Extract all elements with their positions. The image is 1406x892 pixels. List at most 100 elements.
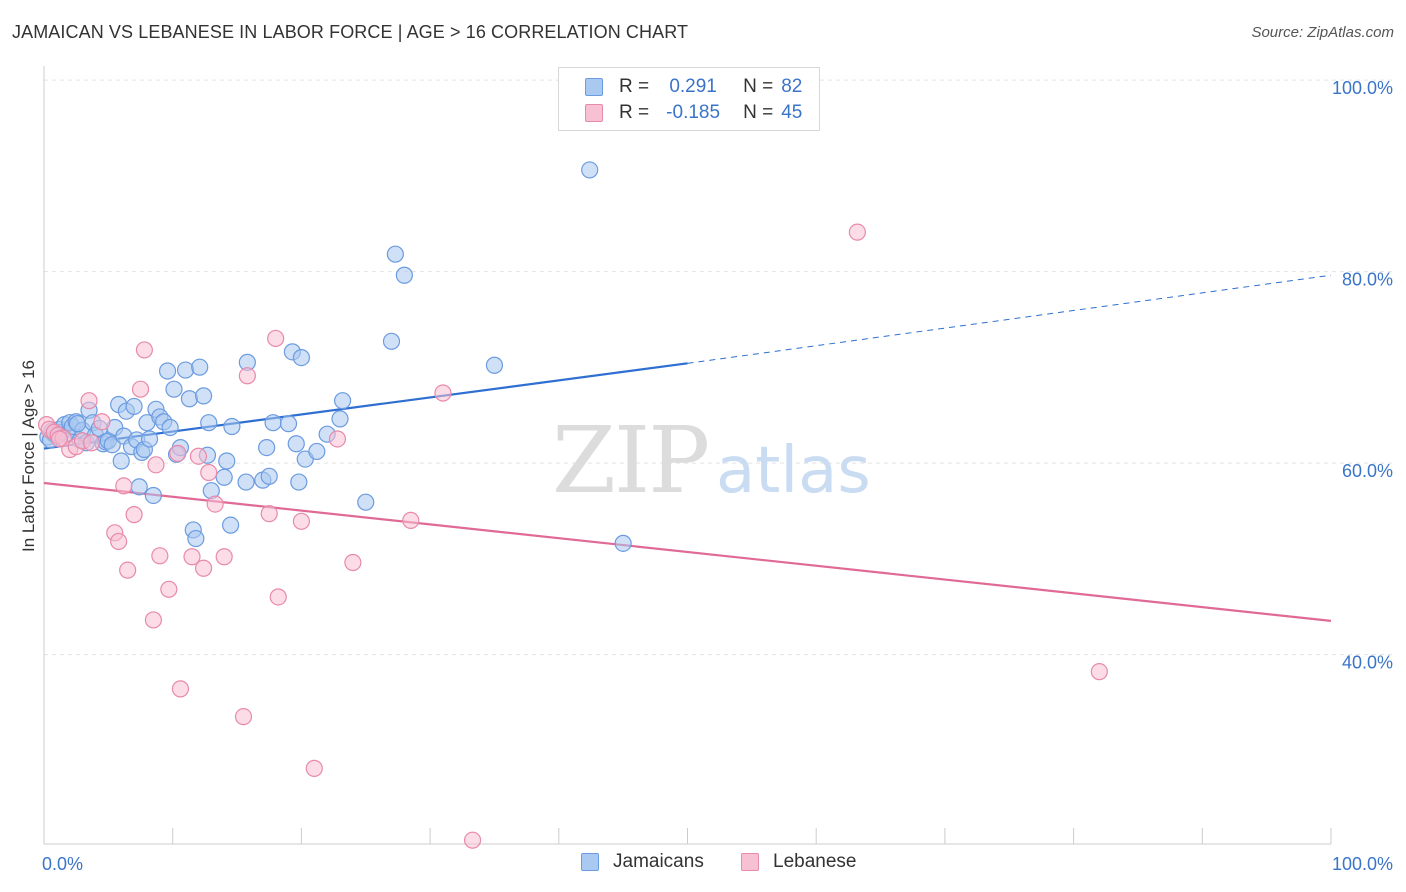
lebanese-point (189, 447, 208, 465)
jamaicans-point (215, 468, 233, 486)
tick-labels: 40.0% 60.0% 80.0% 100.0% 0.0% 100.0% (42, 78, 1393, 874)
jamaicans-point (279, 415, 298, 433)
jamaicans-point (260, 467, 278, 485)
jamaicans-point (68, 415, 87, 433)
lebanese-point (267, 329, 285, 348)
jamaicans-point (191, 358, 209, 376)
jamaicans-point (103, 436, 121, 454)
r-label: R = (619, 102, 650, 123)
x-tick-label: 100.0% (1332, 854, 1393, 874)
legend-item-jamaicans[interactable]: Jamaicans (581, 851, 704, 873)
lebanese-point (169, 444, 187, 462)
lebanese-point (206, 495, 224, 513)
lebanese-swatch (741, 853, 759, 871)
jamaicans-point (290, 473, 308, 491)
n-value: 45 (781, 102, 803, 123)
jamaicans-point (223, 417, 241, 436)
lebanese-point (80, 392, 98, 410)
lebanese-point (269, 588, 287, 606)
lebanese-point (144, 611, 162, 629)
lebanese-point (151, 547, 169, 565)
lebanese-swatch (585, 104, 603, 122)
lebanese-point (125, 506, 143, 524)
r-value: 0.291 (669, 76, 717, 97)
x-tick-label: 0.0% (42, 854, 83, 874)
lebanese-point (93, 413, 111, 431)
jamaicans-point (264, 414, 282, 432)
jamaicans-point (287, 435, 305, 453)
jamaicans-point (614, 534, 632, 552)
jamaicans-swatch (581, 853, 599, 871)
y-tick-label: 40.0% (1342, 653, 1393, 673)
lebanese-point (119, 561, 137, 579)
jamaicans-point (194, 387, 213, 405)
y-axis-label: In Labor Force | Age > 16 (19, 360, 38, 552)
lebanese-point (147, 456, 165, 474)
stats-legend: R = 0.291 N = 82 R = -0.185 N = 45 (558, 67, 820, 131)
jamaicans-point (357, 493, 375, 511)
lebanese-point (402, 511, 420, 529)
jamaicans-point (161, 418, 179, 437)
watermark-atlas: atlas (716, 434, 871, 508)
lebanese-point (848, 223, 866, 241)
lebanese-point (83, 434, 101, 452)
lebanese-point (305, 759, 323, 777)
y-tick-label: 80.0% (1342, 270, 1393, 290)
lebanese-point (171, 680, 190, 698)
jamaicans-point (581, 161, 599, 179)
jamaicans-point (237, 473, 255, 491)
lebanese-point (215, 548, 233, 566)
jamaicans-point (200, 414, 218, 432)
n-value: 82 (781, 76, 803, 97)
series-legend: Jamaicans Lebanese (0, 851, 1406, 877)
lebanese-point (135, 341, 153, 359)
stats-row-lebanese: R = -0.185 N = 45 (585, 101, 802, 125)
jamaicans-point (125, 397, 143, 416)
lebanese-point (50, 430, 69, 448)
jamaicans-point (395, 266, 413, 284)
lebanese-trend-line (43, 481, 1332, 622)
lebanese-point (200, 463, 218, 482)
jamaicans-point (258, 438, 276, 457)
stats-row-jamaicans: R = 0.291 N = 82 (585, 75, 802, 99)
jamaicans-point (218, 452, 236, 470)
lebanese-point (115, 477, 133, 495)
lebanese-point (183, 548, 201, 566)
lebanese-point (238, 367, 256, 385)
lebanese-point (131, 380, 150, 398)
legend-label: Lebanese (773, 851, 857, 872)
watermark: ZIP atlas (552, 407, 871, 514)
lebanese-point (1090, 663, 1108, 681)
lebanese-point (260, 505, 278, 523)
lebanese-point (434, 384, 452, 402)
jamaicans-point (130, 478, 148, 496)
axes (43, 66, 1332, 845)
watermark-zip: ZIP (552, 407, 708, 514)
y-tick-label: 60.0% (1342, 461, 1393, 481)
data-points (37, 161, 1108, 849)
lebanese-point (234, 708, 253, 726)
legend-label: Jamaicans (613, 851, 704, 872)
jamaicans-point (386, 245, 404, 263)
jamaicans-point (158, 362, 177, 380)
jamaicans-point (140, 430, 159, 448)
jamaicans-point (180, 390, 199, 408)
jamaicans-point (308, 442, 326, 461)
lebanese-point (194, 559, 213, 577)
lebanese-point (110, 532, 128, 551)
source-credit: Source: ZipAtlas.com (1251, 24, 1394, 41)
jamaicans-point (485, 356, 504, 374)
n-label: N = (743, 76, 774, 97)
legend-item-lebanese[interactable]: Lebanese (741, 851, 856, 873)
jamaicans-point (187, 529, 205, 548)
lebanese-point (463, 831, 482, 849)
jamaicans-trend-extension (687, 274, 1332, 364)
y-tick-label: 100.0% (1332, 78, 1393, 98)
jamaicans-point (222, 516, 240, 534)
lebanese-point (292, 512, 310, 530)
jamaicans-point (333, 392, 352, 410)
lebanese-point (160, 580, 178, 598)
r-value: -0.185 (666, 102, 721, 123)
jamaicans-point (144, 486, 162, 505)
